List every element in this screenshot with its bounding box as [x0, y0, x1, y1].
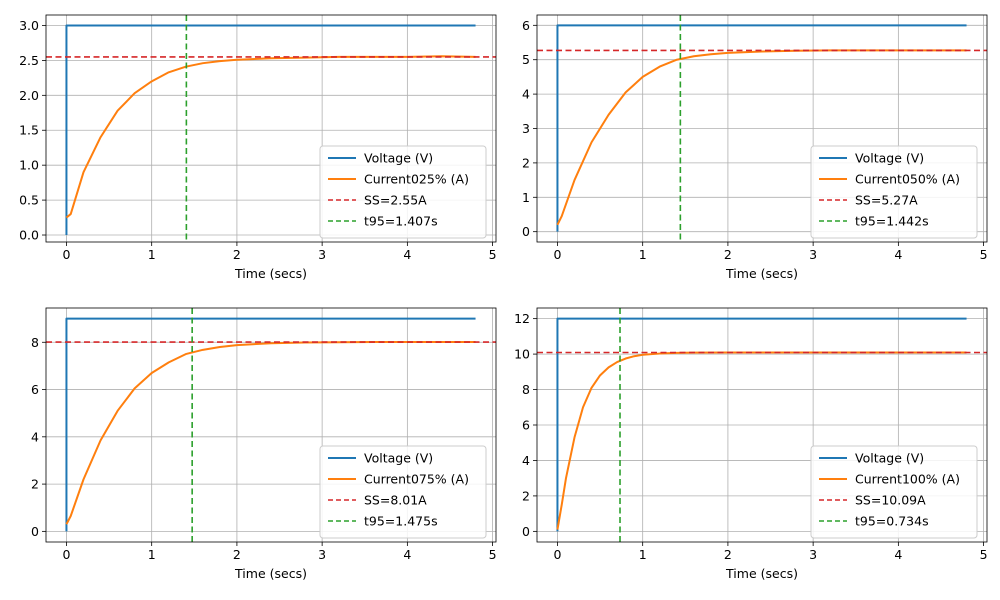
x-tick-label: 5	[489, 247, 497, 262]
y-tick-label: 2	[31, 477, 39, 492]
axes-frame	[536, 14, 988, 243]
y-tick-label: 8	[31, 335, 39, 350]
legend-label-current: Current075% (A)	[364, 472, 469, 487]
legend: Voltage (V) Current075% (A) SS=8.01A t95=1.…	[319, 445, 487, 539]
legend-label-steady_state: SS=2.55A	[364, 193, 427, 208]
legend-label-voltage: Voltage (V)	[364, 151, 433, 166]
y-tick-label: 2.0	[19, 88, 39, 103]
x-tick-label: 0	[62, 547, 70, 562]
y-tick-label: 10	[514, 347, 530, 362]
legend-label-steady_state: SS=10.09A	[855, 493, 926, 508]
x-axis-label: Time (secs)	[234, 566, 307, 581]
legend-box	[319, 445, 487, 539]
y-tick-label: 2.5	[19, 53, 39, 68]
voltage-line	[65, 317, 476, 532]
y-tick-label: 2	[522, 488, 530, 503]
legend-label-t95: t95=1.475s	[364, 514, 438, 529]
plot-area	[46, 308, 496, 542]
y-tick-label: 4	[522, 87, 530, 102]
legend-label-t95: t95=1.407s	[364, 214, 438, 229]
legend-label-t95: t95=1.442s	[855, 214, 929, 229]
x-tick-label: 5	[980, 247, 988, 262]
legend: Voltage (V) Current025% (A) SS=2.55A t95=1.…	[319, 145, 487, 239]
y-tick-label: 1.0	[19, 158, 39, 173]
y-tick-label: 6	[31, 382, 39, 397]
x-tick-label: 5	[980, 547, 988, 562]
legend-label-voltage: Voltage (V)	[364, 451, 433, 466]
voltage-line	[65, 24, 476, 236]
legend: Voltage (V) Current100% (A) SS=10.09A t95=0…	[810, 445, 978, 539]
y-tick-label: 0	[522, 524, 530, 539]
y-tick-label: 0	[522, 224, 530, 239]
legend-box	[810, 445, 978, 539]
y-tick-label: 1	[522, 190, 530, 205]
x-tick-label: 4	[403, 547, 411, 562]
x-tick-label: 2	[233, 247, 241, 262]
y-tick-label: 4	[522, 453, 530, 468]
axes-frame	[45, 14, 497, 243]
legend: Voltage (V) Current050% (A) SS=5.27A t95=1.…	[810, 145, 978, 239]
y-tick-label: 2	[522, 155, 530, 170]
y-tick-label: 12	[514, 311, 530, 326]
x-tick-label: 4	[894, 247, 902, 262]
legend-label-current: Current100% (A)	[855, 472, 960, 487]
x-tick-label: 1	[148, 247, 156, 262]
axes-frame	[536, 307, 988, 543]
legend-label-current: Current050% (A)	[855, 172, 960, 187]
chart-panel-2: 0 1 2 3 4 5 0 1 2 3 4 5 6 Time (secs) Voltage (V) Curre…	[522, 14, 988, 281]
y-tick-label: 8	[522, 382, 530, 397]
current-line	[556, 351, 967, 530]
x-axis-label: Time (secs)	[234, 266, 307, 281]
x-tick-label: 2	[233, 547, 241, 562]
legend-box	[810, 145, 978, 239]
x-tick-label: 4	[403, 247, 411, 262]
axes-frame	[45, 307, 497, 543]
x-axis-label: Time (secs)	[725, 266, 798, 281]
plot-area	[537, 308, 987, 542]
legend-label-steady_state: SS=5.27A	[855, 193, 918, 208]
legend-label-voltage: Voltage (V)	[855, 151, 924, 166]
legend-box	[319, 145, 487, 239]
y-tick-label: 0.5	[19, 193, 39, 208]
y-tick-label: 4	[31, 429, 39, 444]
chart-panel-1: 0 1 2 3 4 5 0.0 0.5 1.0 1.5 2.0 2.5 3.0 Time (secs) Vo…	[19, 14, 497, 281]
plot-area	[537, 15, 987, 242]
y-tick-label: 5	[522, 52, 530, 67]
x-tick-label: 2	[724, 247, 732, 262]
y-tick-label: 0.0	[19, 228, 39, 243]
legend-label-voltage: Voltage (V)	[855, 451, 924, 466]
y-tick-label: 6	[522, 418, 530, 433]
x-tick-label: 1	[639, 547, 647, 562]
legend-label-t95: t95=0.734s	[855, 514, 929, 529]
legend-label-steady_state: SS=8.01A	[364, 493, 427, 508]
plot-area	[46, 15, 496, 242]
voltage-line	[556, 24, 967, 232]
x-tick-label: 5	[489, 547, 497, 562]
y-tick-label: 0	[31, 524, 39, 539]
y-tick-label: 1.5	[19, 123, 39, 138]
x-tick-label: 3	[809, 547, 817, 562]
voltage-line	[556, 317, 967, 532]
legend-label-current: Current025% (A)	[364, 172, 469, 187]
y-tick-label: 6	[522, 18, 530, 33]
x-tick-label: 0	[553, 547, 561, 562]
x-axis-label: Time (secs)	[725, 566, 798, 581]
x-tick-label: 4	[894, 547, 902, 562]
x-tick-label: 1	[639, 247, 647, 262]
x-tick-label: 1	[148, 547, 156, 562]
x-tick-label: 2	[724, 547, 732, 562]
x-tick-label: 3	[809, 247, 817, 262]
x-tick-label: 0	[553, 247, 561, 262]
x-tick-label: 3	[318, 547, 326, 562]
y-tick-label: 3	[522, 121, 530, 136]
chart-panel-3: 0 1 2 3 4 5 0 2 4 6 8 Time (secs) Voltage (V) Current…	[31, 307, 497, 581]
y-tick-label: 3.0	[19, 18, 39, 33]
x-tick-label: 0	[62, 247, 70, 262]
x-tick-label: 3	[318, 247, 326, 262]
